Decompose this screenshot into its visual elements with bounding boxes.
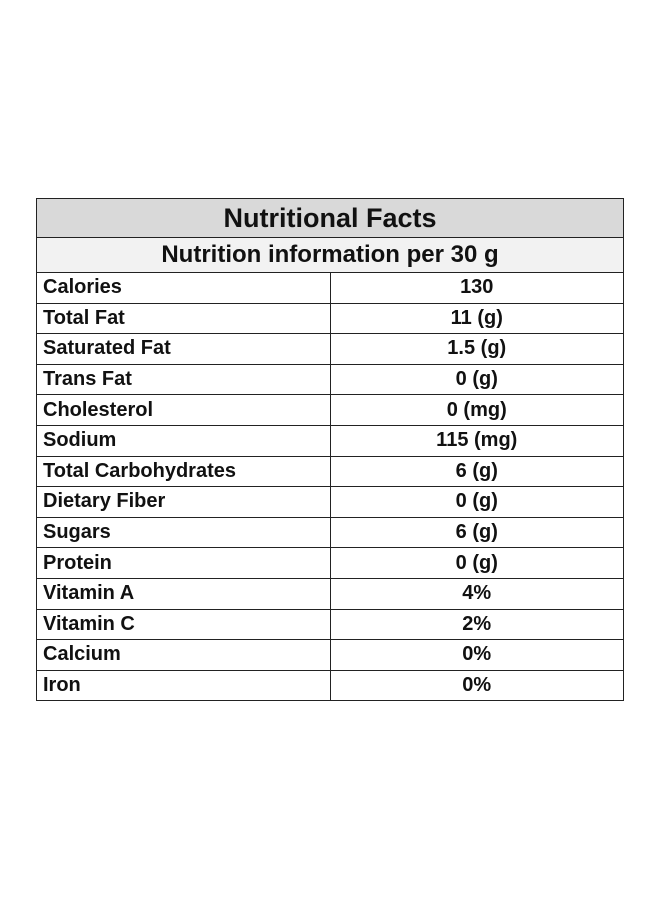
nutrient-value: 4% bbox=[329, 577, 624, 610]
table-row: Total Fat 11 (g) bbox=[36, 302, 624, 335]
nutrient-label: Protein bbox=[36, 547, 331, 579]
nutrient-value: 1.5 (g) bbox=[329, 333, 624, 365]
table-title: Nutritional Facts bbox=[36, 198, 624, 238]
nutrient-value: 130 bbox=[329, 272, 624, 304]
nutrient-label: Iron bbox=[36, 669, 331, 702]
table-row: Protein 0 (g) bbox=[36, 547, 624, 579]
table-subtitle: Nutrition information per 30 g bbox=[36, 237, 624, 273]
table-row: Calories 130 bbox=[36, 272, 624, 304]
nutrient-value: 6 (g) bbox=[329, 516, 624, 549]
table-row: Total Carbohydrates 6 (g) bbox=[36, 455, 624, 488]
table-row: Vitamin A 4% bbox=[36, 577, 624, 610]
table-row: Calcium 0% bbox=[36, 639, 624, 671]
table-row: Trans Fat 0 (g) bbox=[36, 363, 624, 396]
table-row: Saturated Fat 1.5 (g) bbox=[36, 333, 624, 365]
table-row: Iron 0% bbox=[36, 669, 624, 702]
nutrient-label: Vitamin C bbox=[36, 608, 331, 641]
table-row: Dietary Fiber 0 (g) bbox=[36, 486, 624, 518]
table-row: Vitamin C 2% bbox=[36, 608, 624, 641]
nutrient-label: Sodium bbox=[36, 424, 331, 457]
nutrient-value: 0 (mg) bbox=[329, 394, 624, 426]
table-row: Sodium 115 (mg) bbox=[36, 424, 624, 457]
nutrient-value: 0 (g) bbox=[329, 547, 624, 579]
title-row: Nutritional Facts bbox=[36, 198, 624, 238]
subtitle-row: Nutrition information per 30 g bbox=[36, 237, 624, 273]
nutrient-value: 115 (mg) bbox=[329, 424, 624, 457]
nutrient-label: Saturated Fat bbox=[36, 333, 331, 365]
nutrient-value: 2% bbox=[329, 608, 624, 641]
nutrient-label: Dietary Fiber bbox=[36, 486, 331, 518]
nutrient-label: Cholesterol bbox=[36, 394, 331, 426]
nutrient-value: 0% bbox=[329, 639, 624, 671]
nutrient-label: Total Carbohydrates bbox=[36, 455, 331, 488]
nutrient-label: Sugars bbox=[36, 516, 331, 549]
table-row: Sugars 6 (g) bbox=[36, 516, 624, 549]
nutrient-value: 0% bbox=[329, 669, 624, 702]
nutrient-label: Calcium bbox=[36, 639, 331, 671]
table-row: Cholesterol 0 (mg) bbox=[36, 394, 624, 426]
nutrient-value: 0 (g) bbox=[329, 486, 624, 518]
nutrient-label: Calories bbox=[36, 272, 331, 304]
nutrient-value: 0 (g) bbox=[329, 363, 624, 396]
nutrient-label: Total Fat bbox=[36, 302, 331, 335]
nutrient-label: Trans Fat bbox=[36, 363, 331, 396]
nutrient-label: Vitamin A bbox=[36, 577, 331, 610]
nutrient-value: 6 (g) bbox=[329, 455, 624, 488]
nutrition-facts-table: Nutritional Facts Nutrition information … bbox=[36, 198, 624, 702]
nutrient-value: 11 (g) bbox=[329, 302, 624, 335]
